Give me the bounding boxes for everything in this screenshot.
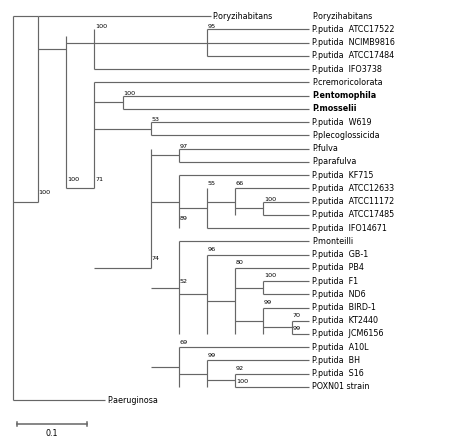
- Text: P.putida  KF715: P.putida KF715: [312, 171, 374, 179]
- Text: P.putida  W619: P.putida W619: [312, 118, 372, 126]
- Text: 99: 99: [208, 353, 216, 358]
- Text: P.putida  BH: P.putida BH: [312, 356, 360, 365]
- Text: 100: 100: [236, 379, 248, 385]
- Text: P.oryzihabitans: P.oryzihabitans: [213, 11, 273, 20]
- Text: 92: 92: [236, 366, 244, 371]
- Text: P.parafulva: P.parafulva: [312, 157, 356, 166]
- Text: P.putida  F1: P.putida F1: [312, 277, 358, 286]
- Text: 55: 55: [208, 181, 216, 186]
- Text: 52: 52: [180, 278, 188, 284]
- Text: 100: 100: [67, 177, 79, 182]
- Text: P.putida  PB4: P.putida PB4: [312, 263, 364, 272]
- Text: P.putida  A10L: P.putida A10L: [312, 343, 368, 352]
- Text: 96: 96: [208, 247, 216, 252]
- Text: P.putida  IFO3738: P.putida IFO3738: [312, 65, 382, 73]
- Text: P.putida  ATCC12633: P.putida ATCC12633: [312, 184, 394, 193]
- Text: P.cremoricolorata: P.cremoricolorata: [312, 78, 383, 87]
- Text: P.putida  JCM6156: P.putida JCM6156: [312, 329, 383, 339]
- Text: P.putida  ATCC17522: P.putida ATCC17522: [312, 25, 394, 34]
- Text: P.plecoglossicida: P.plecoglossicida: [312, 131, 380, 140]
- Text: 80: 80: [236, 260, 244, 265]
- Text: P.mosselii: P.mosselii: [312, 104, 356, 113]
- Text: P.putida  ATCC17485: P.putida ATCC17485: [312, 210, 394, 219]
- Text: 100: 100: [39, 190, 51, 195]
- Text: 53: 53: [151, 117, 159, 122]
- Text: P.putida  S16: P.putida S16: [312, 369, 364, 378]
- Text: 89: 89: [180, 217, 188, 221]
- Text: 100: 100: [264, 197, 276, 202]
- Text: 71: 71: [95, 177, 103, 182]
- Text: P.putida  IFO14671: P.putida IFO14671: [312, 224, 387, 232]
- Text: P.fulva: P.fulva: [312, 144, 338, 153]
- Text: 70: 70: [292, 313, 301, 318]
- Text: 99: 99: [264, 300, 273, 305]
- Text: 95: 95: [208, 24, 216, 29]
- Text: P.putida  GB-1: P.putida GB-1: [312, 250, 368, 259]
- Text: 99: 99: [292, 326, 301, 332]
- Text: 0.1: 0.1: [46, 429, 58, 438]
- Text: 100: 100: [123, 91, 136, 95]
- Text: P.monteilli: P.monteilli: [312, 237, 353, 246]
- Text: POXN01 strain: POXN01 strain: [312, 382, 369, 392]
- Text: P.putida  ND6: P.putida ND6: [312, 290, 365, 299]
- Text: 69: 69: [180, 339, 188, 345]
- Text: P.putida  ATCC17484: P.putida ATCC17484: [312, 51, 394, 60]
- Text: P.aeruginosa: P.aeruginosa: [107, 396, 158, 405]
- Text: P.entomophila: P.entomophila: [312, 91, 376, 100]
- Text: P.putida  NCIMB9816: P.putida NCIMB9816: [312, 38, 395, 47]
- Text: 100: 100: [95, 24, 107, 29]
- Text: P.oryzihabitans: P.oryzihabitans: [312, 11, 372, 20]
- Text: 97: 97: [180, 144, 188, 149]
- Text: P.putida  BIRD-1: P.putida BIRD-1: [312, 303, 376, 312]
- Text: P.putida  KT2440: P.putida KT2440: [312, 316, 378, 325]
- Text: 66: 66: [236, 181, 244, 186]
- Text: 74: 74: [151, 256, 159, 261]
- Text: 100: 100: [264, 273, 276, 278]
- Text: P.putida  ATCC11172: P.putida ATCC11172: [312, 197, 394, 206]
